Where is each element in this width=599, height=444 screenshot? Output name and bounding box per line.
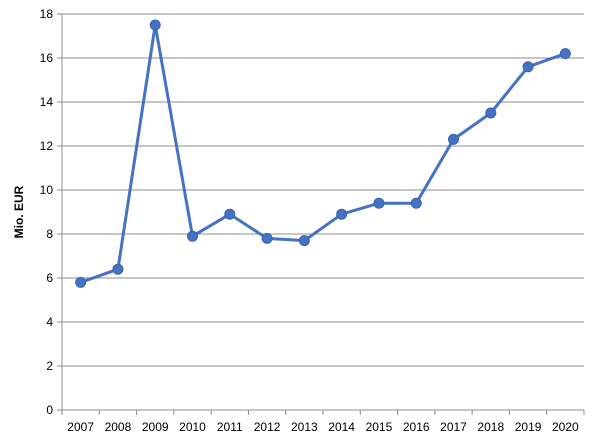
x-tick-label: 2015 — [366, 420, 393, 434]
x-tick-label: 2007 — [67, 420, 94, 434]
x-tick-label: 2020 — [552, 420, 579, 434]
y-tick-label: 14 — [40, 95, 54, 109]
data-point — [410, 197, 422, 209]
x-tick-label: 2017 — [440, 420, 467, 434]
x-tick-labels: 2007 2008 2009 2010 2011 2012 2013 2014 2015 2016… — [67, 420, 579, 434]
data-point — [373, 197, 385, 209]
data-point — [149, 19, 161, 31]
plot-area — [62, 14, 584, 410]
data-point — [112, 263, 124, 275]
data-point — [485, 107, 497, 119]
y-tick-labels: 0 2 4 6 8 10 12 14 16 18 — [40, 7, 54, 417]
data-point — [298, 235, 310, 247]
data-point — [522, 61, 534, 73]
x-tick-label: 2012 — [254, 420, 281, 434]
x-tick-label: 2011 — [217, 420, 243, 434]
data-point — [336, 208, 348, 220]
x-tick-label: 2014 — [328, 420, 355, 434]
y-tick-label: 10 — [40, 183, 54, 197]
data-point — [559, 48, 571, 60]
x-tick-label: 2016 — [403, 420, 430, 434]
y-tick-label: 12 — [40, 139, 54, 153]
y-tick-label: 16 — [40, 51, 54, 65]
gridlines — [62, 13, 584, 367]
y-tick-label: 4 — [46, 315, 53, 329]
x-tick-label: 2008 — [105, 420, 132, 434]
x-tick-label: 2009 — [142, 420, 169, 434]
y-axis-label: Mio. EUR — [12, 185, 26, 238]
axes — [57, 13, 585, 415]
data-point — [224, 208, 236, 220]
y-tick-label: 0 — [46, 403, 53, 417]
series-line — [79, 23, 567, 284]
data-point — [75, 276, 87, 288]
x-tick-label: 2019 — [515, 420, 542, 434]
series-group — [75, 19, 571, 288]
x-tick-label: 2018 — [477, 420, 504, 434]
data-point — [261, 232, 273, 244]
y-tick-label: 18 — [40, 7, 54, 21]
y-tick-label: 8 — [46, 227, 53, 241]
y-tick-label: 6 — [46, 271, 53, 285]
x-tick-label: 2010 — [179, 420, 206, 434]
data-point — [448, 133, 459, 145]
x-tick-label: 2013 — [291, 420, 318, 434]
y-tick-label: 2 — [46, 359, 53, 373]
data-point — [187, 230, 198, 242]
